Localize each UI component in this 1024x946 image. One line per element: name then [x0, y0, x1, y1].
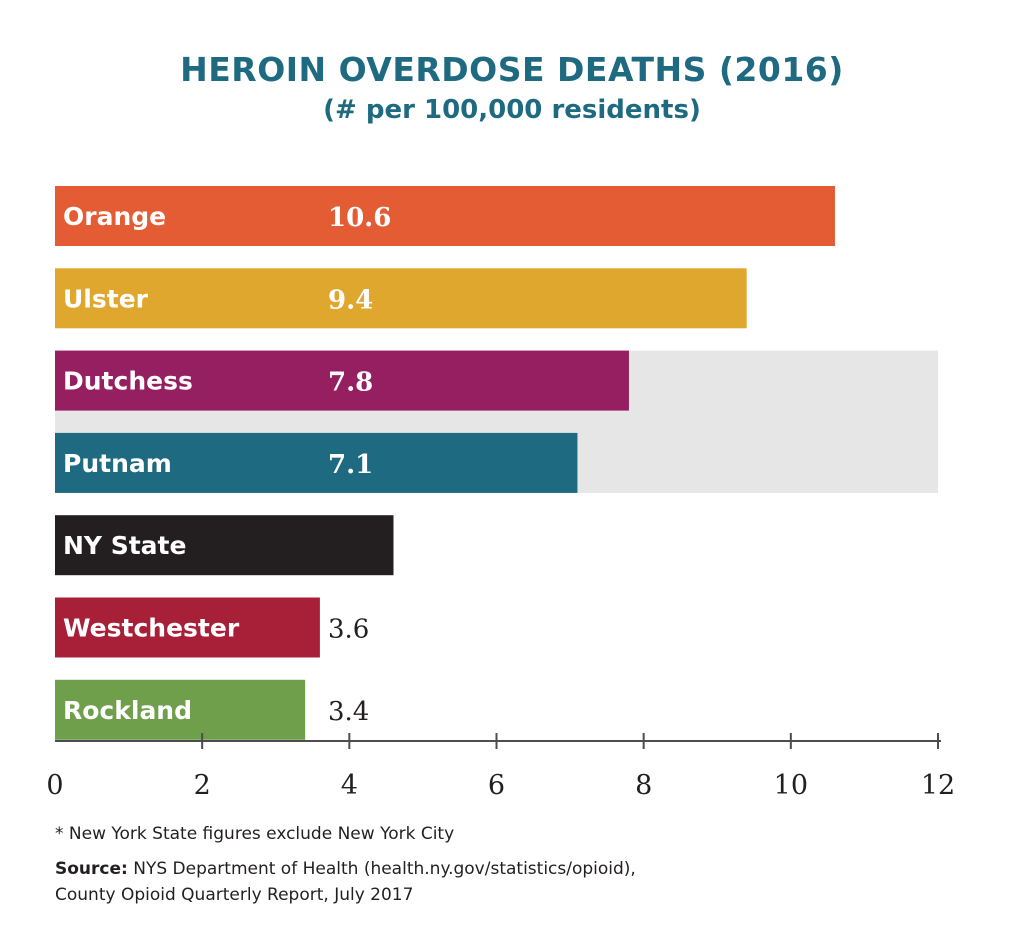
value-label: 7.8 — [328, 368, 373, 398]
chart-title: HEROIN OVERDOSE DEATHS (2016) — [180, 50, 844, 89]
category-label: Putnam — [63, 449, 172, 478]
x-tick-label: 12 — [921, 770, 955, 801]
x-tick-label: 6 — [488, 770, 505, 801]
bar — [55, 515, 394, 576]
category-label: Ulster — [63, 284, 149, 313]
source-note: Source: NYS Department of Health (health… — [55, 856, 636, 908]
value-label: 10.6 — [328, 203, 391, 233]
category-label: Dutchess — [63, 367, 193, 396]
source-text-line2: County Opioid Quarterly Report, July 201… — [55, 885, 414, 905]
value-label: 7.1 — [328, 450, 373, 480]
bar — [55, 268, 747, 329]
chart-subtitle: (# per 100,000 residents) — [323, 95, 701, 125]
category-label: Rockland — [63, 696, 192, 725]
x-tick-label: 4 — [341, 770, 358, 801]
category-label: Westchester — [63, 614, 240, 643]
bar — [55, 432, 578, 493]
x-tick-label: 0 — [46, 770, 63, 801]
value-label: 9.4 — [328, 285, 373, 315]
bar — [55, 186, 835, 246]
source-text: NYS Department of Health (health.ny.gov/… — [127, 859, 636, 879]
bar — [55, 679, 306, 740]
bar — [55, 350, 629, 411]
value-label: 3.4 — [328, 697, 369, 727]
x-tick-label: 2 — [194, 770, 211, 801]
value-label: 4.6* — [328, 532, 382, 562]
x-tick-label: 8 — [635, 770, 652, 801]
category-label: NY State — [63, 531, 186, 560]
value-label: 3.6 — [328, 615, 369, 645]
bar-chart: Orange 10.6 Ulster 9.4 Dutchess 7.8 Putnam 7.1 N… — [46, 186, 955, 801]
x-tick-label: 10 — [774, 770, 808, 801]
footnote: * New York State figures exclude New Yor… — [55, 824, 455, 844]
source-label: Source: — [55, 859, 128, 879]
category-label: Orange — [63, 202, 166, 231]
bar — [55, 597, 320, 658]
